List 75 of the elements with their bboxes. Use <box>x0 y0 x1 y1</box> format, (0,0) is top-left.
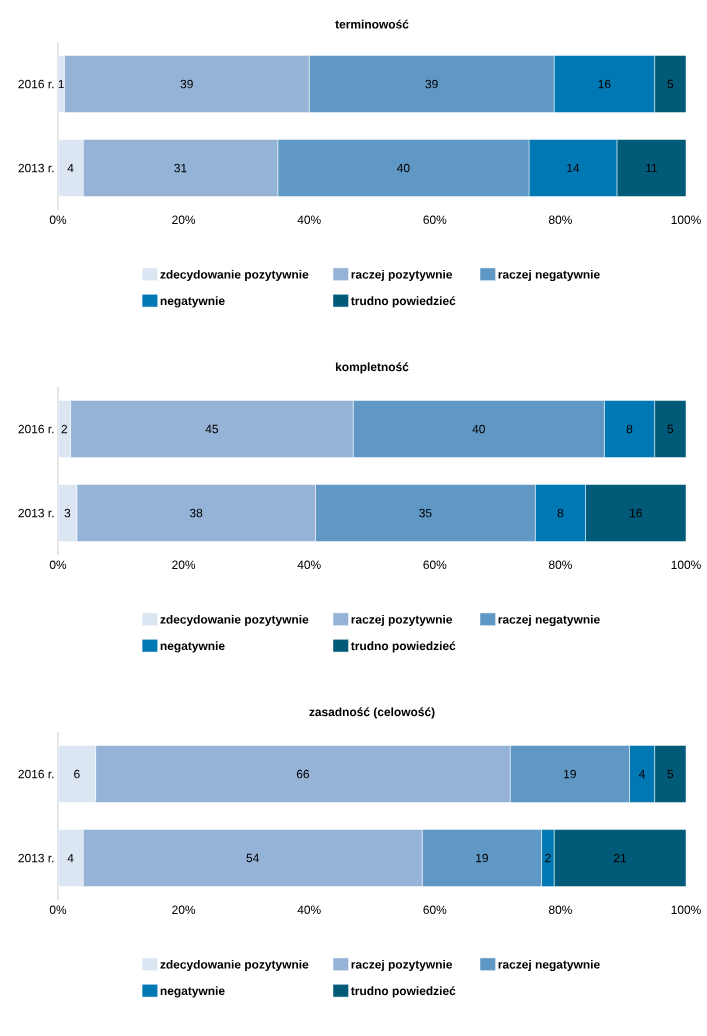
x-tick-label: 0% <box>49 905 67 914</box>
legend-label: negatywnie <box>160 986 225 998</box>
data-label: 5 <box>667 769 674 779</box>
x-tick-label: 0% <box>49 215 67 224</box>
data-label: 4 <box>67 853 74 863</box>
y-tick-label: 2013 r. <box>18 163 54 173</box>
data-label: 16 <box>598 79 611 89</box>
y-tick-label: 2013 r. <box>18 508 54 518</box>
data-label: 8 <box>557 508 564 518</box>
data-label: 4 <box>67 163 74 173</box>
x-tick-label: 60% <box>423 560 447 569</box>
x-tick-label: 20% <box>172 215 196 224</box>
data-label: 5 <box>667 79 674 89</box>
data-label: 11 <box>646 163 658 173</box>
x-tick-label: 100% <box>671 215 701 224</box>
legend-label: raczej pozytywnie <box>351 614 453 627</box>
data-label: 6 <box>74 769 80 779</box>
y-tick-label: 2016 r. <box>18 79 54 89</box>
data-label: 1 <box>58 79 64 89</box>
legend-label: trudno powiedzieć <box>350 296 456 308</box>
bar <box>654 745 686 803</box>
data-label: 2 <box>61 424 67 434</box>
legend-label: raczej pozytywnie <box>351 959 453 972</box>
data-label: 31 <box>174 163 187 173</box>
x-tick-label: 40% <box>297 560 321 569</box>
legend-label: zdecydowanie pozytywnie <box>160 614 309 627</box>
data-label: 35 <box>419 508 432 518</box>
y-tick-label: 2013 r. <box>18 853 54 863</box>
data-label: 16 <box>630 508 642 518</box>
data-label: 66 <box>296 769 310 779</box>
legend-label: negatywnie <box>160 641 225 653</box>
data-label: 2 <box>545 853 551 863</box>
data-label: 40 <box>472 424 485 434</box>
x-tick-label: 60% <box>423 215 447 224</box>
y-tick-label: 2016 r. <box>18 769 54 779</box>
data-label: 19 <box>564 769 576 779</box>
legend-label: raczej negatywnie <box>498 959 600 972</box>
x-tick-label: 60% <box>423 905 447 914</box>
legend-label: trudno powiedzieć <box>350 986 456 998</box>
data-label: 45 <box>205 424 218 434</box>
x-tick-label: 80% <box>548 560 572 569</box>
x-tick-label: 80% <box>548 905 572 914</box>
x-tick-label: 0% <box>49 560 67 569</box>
legend-label: raczej pozytywnie <box>351 269 453 282</box>
data-label: 38 <box>189 508 203 518</box>
chart-title: kompletność <box>335 362 409 374</box>
x-tick-label: 40% <box>297 905 321 914</box>
data-label: 21 <box>614 853 627 863</box>
data-label: 40 <box>397 163 410 173</box>
data-label: 14 <box>567 163 580 173</box>
x-tick-label: 100% <box>671 905 701 914</box>
bar <box>58 745 96 803</box>
legend-label: zdecydowanie pozytywnie <box>160 269 309 282</box>
data-label: 39 <box>180 79 193 89</box>
legend-label: raczej negatywnie <box>498 269 600 282</box>
x-tick-label: 20% <box>172 905 196 914</box>
data-label: 8 <box>626 424 633 434</box>
x-tick-label: 100% <box>671 560 701 569</box>
legend-label: zdecydowanie pozytywnie <box>160 959 309 972</box>
data-label: 5 <box>667 424 674 434</box>
data-label: 39 <box>425 79 438 89</box>
chart-title: zasadność (celowość) <box>309 707 435 719</box>
x-tick-label: 80% <box>548 215 572 224</box>
chart-title: terminowość <box>335 19 409 29</box>
legend-label: negatywnie <box>160 296 225 308</box>
data-label: 4 <box>639 769 646 779</box>
data-label: 3 <box>64 508 71 518</box>
legend-label: raczej negatywnie <box>498 614 600 627</box>
y-tick-label: 2016 r. <box>18 424 54 434</box>
x-tick-label: 20% <box>172 560 196 569</box>
legend-label: trudno powiedzieć <box>350 641 456 653</box>
data-label: 19 <box>476 853 488 863</box>
x-tick-label: 40% <box>297 215 321 224</box>
data-label: 54 <box>246 853 259 863</box>
bar <box>553 829 686 887</box>
